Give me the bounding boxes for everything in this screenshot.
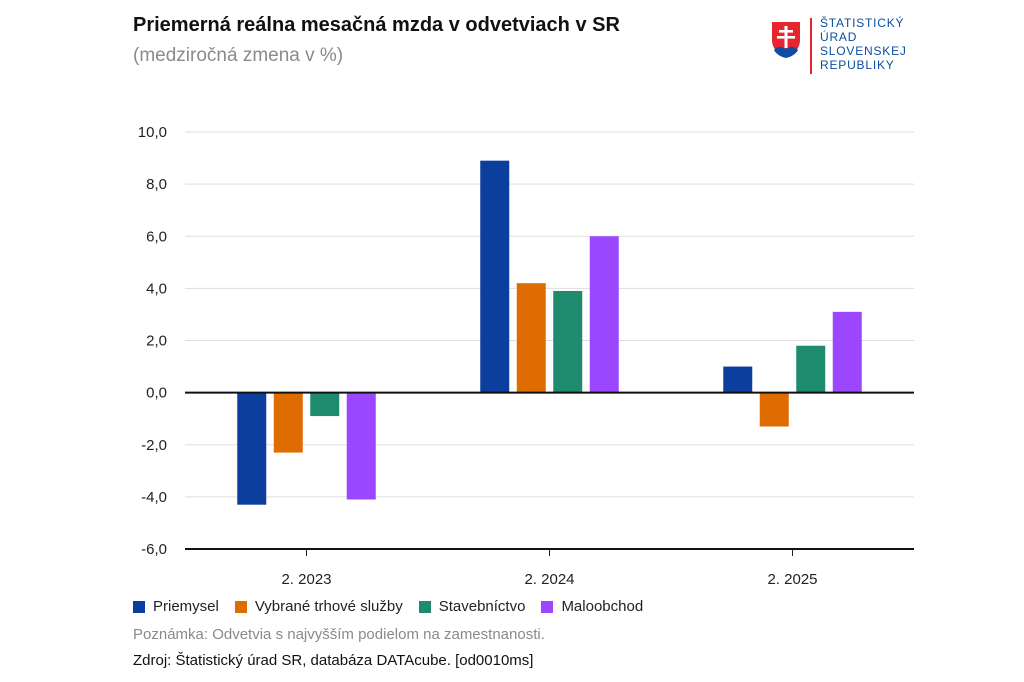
legend-item: Maloobchod [541,598,643,615]
bar-chart: -6,0 -4,0 -2,0 0,0 2,0 4,0 6,0 8,0 10,0 2. 2023 2.… [138,124,914,588]
x-tick-label: 2. 2024 [524,571,574,588]
bar [553,290,583,393]
logo: ŠTATISTICKÝ ÚRAD SLOVENSKEJ REPUBLIKY [766,16,916,76]
legend-swatch [234,600,247,613]
bar [759,392,789,427]
y-tick-label: 2,0 [146,333,167,350]
bar [723,366,753,393]
bar [480,160,510,393]
legend-item: Priemysel [133,598,219,615]
chart-title: Priemerná reálna mesačná mzda v odvetvia… [133,14,620,36]
x-tick-label: 2. 2023 [281,571,331,588]
chart-note: Poznámka: Odvetvia s najvyšším podielom … [133,626,545,643]
legend-item: Vybrané trhové služby [234,598,403,615]
legend-label: Maloobchod [561,598,644,615]
bar [832,311,862,393]
y-tick-label: 6,0 [146,228,167,245]
bar [273,392,303,453]
bar [237,392,267,505]
logo-line: REPUBLIKY [820,58,895,72]
logo-text: ŠTATISTICKÝ ÚRAD SLOVENSKEJ REPUBLIKY [820,16,907,72]
bar [589,236,619,393]
legend-swatch [418,600,431,613]
y-tick-label: 0,0 [146,385,167,402]
logo-line: ŠTATISTICKÝ [820,16,905,30]
legend-item: Stavebníctvo [418,598,526,615]
bar [310,392,340,417]
legend-label: Stavebníctvo [438,598,526,615]
legend-swatch [133,600,145,613]
logo-divider [810,18,812,74]
x-tick-label: 2. 2025 [767,571,817,588]
bar [516,283,546,393]
chart-source: Zdroj: Štatistický úrad SR, databáza DAT… [133,652,534,669]
legend-label: Priemysel [153,598,219,615]
y-tick-label: 4,0 [146,280,167,297]
legend-swatch [541,600,554,613]
y-tick-label: -6,0 [141,541,167,558]
logo-line: ÚRAD [820,30,858,44]
bar [346,392,376,500]
bar [796,345,826,393]
legend-label: Vybrané trhové služby [254,598,403,615]
y-tick-label: -4,0 [141,489,167,506]
chart-subtitle: (medziročná zmena v %) [133,45,344,66]
y-tick-label: -2,0 [141,437,167,454]
y-tick-label: 8,0 [146,176,167,193]
y-tick-label: 10,0 [138,124,167,141]
logo-line: SLOVENSKEJ [820,44,907,58]
legend: Priemysel Vybrané trhové služby Stavebníct… [133,598,659,615]
slovak-coat-of-arms-icon [769,19,803,62]
